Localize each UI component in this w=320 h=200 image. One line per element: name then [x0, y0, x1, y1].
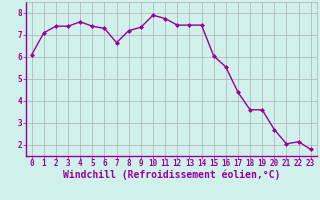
X-axis label: Windchill (Refroidissement éolien,°C): Windchill (Refroidissement éolien,°C) [62, 170, 280, 180]
